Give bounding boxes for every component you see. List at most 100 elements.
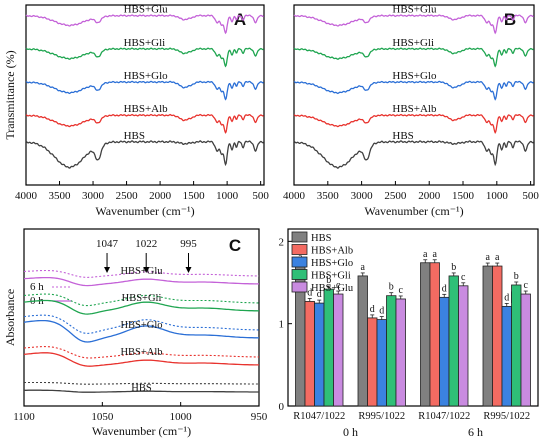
peak-marker-arrowhead [185,267,192,273]
bar [333,293,344,407]
x-tick-label: 3000 [351,190,374,202]
x-axis-label: Wavenumber (cm⁻¹) [92,424,191,438]
significance-letter: a [495,252,500,263]
x-tick-label: 1100 [13,411,35,423]
y-axis-label: Absorbance [3,289,17,346]
legend-swatch [291,256,308,268]
bar [520,293,531,407]
panel-letter: C [229,236,241,255]
bar [357,275,368,407]
series-line-0h [23,319,260,343]
series-line [25,140,265,169]
bar [501,305,512,407]
significance-letter: d [442,283,447,294]
bar [429,262,440,407]
category-label: R995/1022 [483,411,530,422]
series-label: HBS+Glu [392,4,437,16]
plot-frame [23,228,260,407]
legend-label: HBS+Alb [311,246,353,257]
x-tick-label: 4000 [283,190,306,202]
plot-frame [293,4,535,186]
x-tick-label: 1050 [91,411,114,423]
series-label: HBS+Glo [124,70,169,82]
peak-marker-arrowhead [104,267,111,273]
y-axis-label: Transmittance (%) [3,50,17,139]
series-label: HBS+Alb [120,347,162,358]
peak-marker-label: 1047 [96,238,119,250]
category-label: R1047/1022 [418,411,470,422]
significance-letter: b [389,282,394,293]
series-label: HBS+Alb [392,103,437,115]
x-tick-label: 1000 [216,190,239,202]
significance-letter: b [514,271,519,282]
series-line [25,14,264,35]
panel-a: 4000 3500 3000 2500 2000 1500 1000 500 Wavenumbe… [3,4,269,218]
series-line-6h [23,293,259,307]
peak-marker-label: 1022 [135,238,157,250]
series-label: HBS+Gli [124,37,166,49]
series-label: HBS+Glu [124,4,169,16]
legend-label: HBS+Glo [311,258,353,269]
series-label: HBS+Glo [120,320,162,331]
x-tick-label: 500 [252,190,269,202]
series-label: HBS [131,383,152,394]
panel-letter: B [504,10,516,29]
significance-letter: d [504,292,509,303]
legend-swatch [291,269,308,280]
significance-letter: b [326,275,331,286]
bar [386,295,397,407]
bar [448,275,459,407]
x-tick-label: 3500 [317,190,340,202]
x-tick-label: 4000 [15,190,38,202]
series-line [293,47,534,68]
significance-letter: a [433,249,438,260]
series-line-6h [23,314,259,334]
legend-label: HBS+Gli [311,271,351,282]
significance-letter: c [399,285,404,296]
peak-marker-arrowhead [143,267,150,273]
bar [492,265,503,407]
series-line [293,113,534,134]
significance-letter: b [451,262,456,273]
x-tick-label: 1000 [170,411,193,423]
significance-letter: d [379,306,384,317]
category-label: R1047/1022 [293,411,345,422]
y-tick-label: 1 [279,319,285,331]
x-tick-label: 2500 [384,190,407,202]
bar [367,317,378,407]
panel-letter: A [234,10,246,29]
x-tick-label: 2000 [149,190,172,202]
bar [323,288,334,407]
bar [314,302,325,407]
bar [458,285,469,407]
peak-marker-label: 995 [180,238,197,250]
significance-letter: c [461,272,466,283]
significance-letter: c [524,280,529,291]
significance-letter: d [307,287,312,298]
series-line [293,140,535,169]
series-label: HBS+Gli [392,37,434,49]
legend-swatch [291,231,308,243]
bar [511,284,522,407]
series-label: HBS [392,130,413,142]
significance-letter: a [361,262,366,273]
series-line [25,47,264,68]
x-axis-label: Wavenumber (cm⁻¹) [364,204,463,218]
x-tick-label: 2000 [418,190,441,202]
panel-c: 1100 1050 1000 950 Wavenumber (cm⁻¹) Absorban… [3,228,268,438]
significance-letter: a [423,249,428,260]
panel-d: 012DaddbcR1047/1022addbcR995/1022aadbcR1… [279,228,539,439]
series-label: HBS+Alb [124,103,169,115]
significance-letter: d [317,289,322,300]
x-tick-label: 500 [522,190,539,202]
x-tick-label: 950 [251,411,268,423]
series-line [293,14,534,35]
legend-label: HBS+Glu [311,283,354,294]
series-line-0h [24,389,259,393]
y-tick-label: 0 [279,401,285,413]
series-line [25,80,264,101]
series-line-0h [23,352,259,367]
significance-letter: d [370,304,375,315]
x-tick-label: 3500 [49,190,72,202]
